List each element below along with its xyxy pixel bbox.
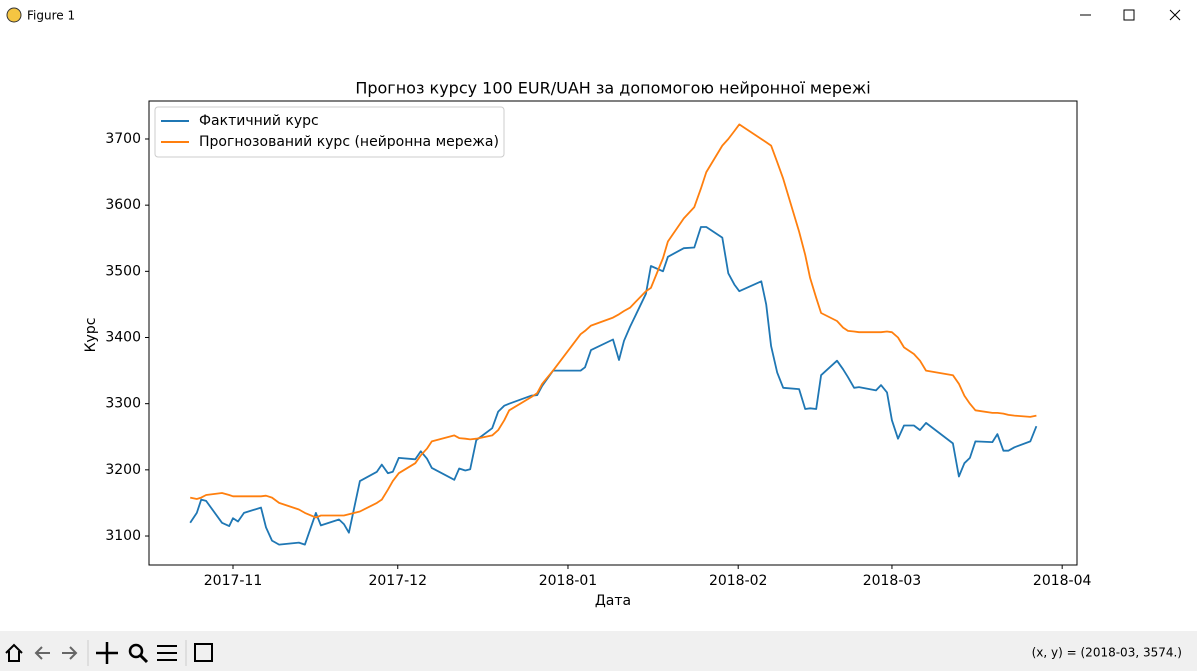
x-tick-label: 2017-11 xyxy=(204,573,263,589)
y-tick-label: 3500 xyxy=(105,263,141,279)
legend-label: Прогнозований курс (нейронна мережа) xyxy=(199,134,499,150)
pan-button[interactable] xyxy=(96,642,118,664)
title-bar xyxy=(0,0,1197,31)
x-tick-label: 2017-12 xyxy=(368,573,427,589)
x-tick-label: 2018-02 xyxy=(709,573,768,589)
close-button[interactable] xyxy=(1169,9,1181,21)
y-tick-label: 3200 xyxy=(105,462,141,478)
forward-button[interactable] xyxy=(62,646,78,660)
y-tick-label: 3400 xyxy=(105,329,141,345)
back-button[interactable] xyxy=(34,646,50,660)
toolbar xyxy=(0,631,1197,671)
y-tick-label: 3100 xyxy=(105,528,141,544)
x-tick-label: 2018-03 xyxy=(863,573,922,589)
data-line xyxy=(189,226,1038,546)
y-tick-label: 3700 xyxy=(105,131,141,147)
zoom-handle xyxy=(138,653,149,664)
legend: Фактичний курс Прогнозований курс (нейрон… xyxy=(154,106,505,158)
data-line xyxy=(190,123,1037,519)
x-tick-label: 2018-01 xyxy=(539,573,598,589)
configure-button[interactable] xyxy=(157,645,177,661)
legend-box xyxy=(154,106,505,158)
home-button[interactable] xyxy=(5,643,23,662)
app-icon xyxy=(6,7,22,23)
status-text: (x, y) = (2018-03, 3574.) xyxy=(1032,646,1182,660)
save-button[interactable] xyxy=(194,643,213,662)
x-tick-label: 2018-04 xyxy=(1033,573,1092,589)
maximize-button[interactable] xyxy=(1123,9,1135,21)
y-tick-label: 3600 xyxy=(105,197,141,213)
y-axis-label: Курс xyxy=(83,318,99,353)
y-tick-label: 3300 xyxy=(105,396,141,412)
window-title: Figure 1 xyxy=(27,9,75,23)
zoom-button[interactable] xyxy=(128,643,144,659)
x-axis-label: Дата xyxy=(595,593,631,609)
chart-title: Прогноз курсу 100 EUR/UAH за допомогою н… xyxy=(355,79,870,98)
legend-label: Фактичний курс xyxy=(199,113,319,129)
axes-frame xyxy=(148,100,1078,566)
plot-area: 3100 3200 3300 3400 3500 3600 3700 2017-11 2017-… xyxy=(105,100,1092,589)
